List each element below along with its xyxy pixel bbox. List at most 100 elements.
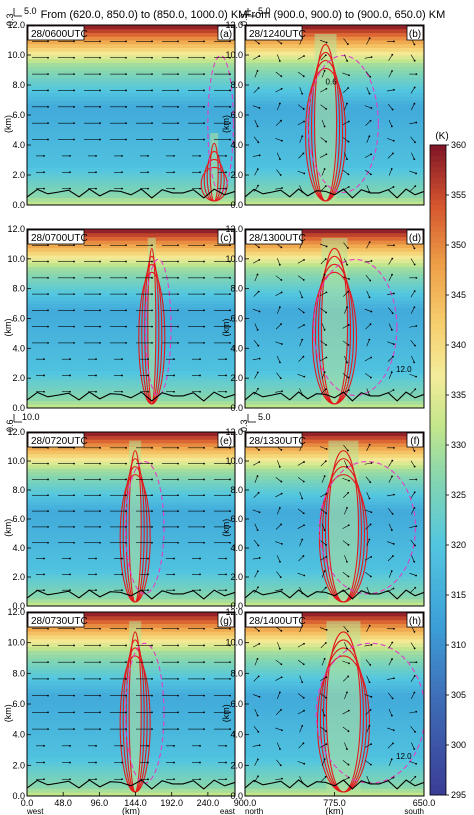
y-tick-label: 6.0 — [230, 110, 243, 120]
svg-text:5.0: 5.0 — [258, 6, 271, 16]
panel-tag: (b) — [409, 29, 421, 40]
y-tick-label: 0.0 — [230, 403, 243, 413]
y-tick-label: 12.0 — [225, 224, 243, 234]
panel-tag: (d) — [409, 233, 421, 244]
ref-vector-row1-right: 0.3 5.0 — [239, 6, 271, 26]
y-axis-label: (km) — [3, 704, 13, 722]
colorbar-tick-label: 295 — [451, 790, 466, 800]
colorbar-tick-label: 310 — [451, 640, 466, 650]
x-tick-label: 775.0 — [323, 798, 346, 808]
y-tick-label: 10.0 — [225, 456, 243, 466]
colorbar: 295 300 305 310 315 320 325 330 335 340 345 350 355 3… — [429, 131, 466, 800]
y-tick-label: 0.0 — [230, 791, 243, 801]
svg-text:5.0: 5.0 — [258, 412, 271, 422]
colorbar-tick-label: 330 — [451, 440, 466, 450]
y-tick-label: 0.0 — [12, 601, 25, 611]
y-tick-label: 2.0 — [230, 170, 243, 180]
reference-vectors: 0.3 5.0 0.3 5.0 0.6 10.0 0.3 5.0 — [5, 6, 271, 432]
colorbar-unit: (K) — [435, 131, 448, 142]
x-axis-label: (km) — [122, 806, 140, 815]
panel-b: 28/1240UTC (b) 0.6 — [244, 24, 425, 206]
y-tick-label: 4.0 — [230, 730, 243, 740]
x-tick-label: 240.0 — [197, 798, 220, 808]
y-tick-label: 6.0 — [230, 314, 243, 324]
y-tick-label: 10.0 — [7, 50, 25, 60]
ref-vector-row1-left: 0.3 5.0 — [5, 6, 37, 26]
panel-a: 28/0600UTC (a) — [26, 24, 236, 206]
panel-d: 28/1300UTC (d) 12.0 — [244, 228, 425, 409]
y-tick-label: 8.0 — [230, 668, 243, 678]
colorbar-tick-label: 300 — [451, 740, 466, 750]
y-tick-label: 0.0 — [12, 403, 25, 413]
y-tick-label: 4.0 — [230, 543, 243, 553]
panel-time-label: 28/1330UTC — [249, 436, 306, 447]
y-tick-label: 12.0 — [225, 607, 243, 617]
svg-text:0.3: 0.3 — [5, 13, 15, 26]
colorbar-tick-label: 345 — [451, 290, 466, 300]
colorbar-tick-label: 360 — [451, 140, 466, 150]
y-tick-label: 2.0 — [230, 760, 243, 770]
y-tick-label: 8.0 — [12, 284, 25, 294]
y-tick-label: 8.0 — [230, 80, 243, 90]
svg-text:0.3: 0.3 — [239, 419, 249, 432]
colorbar-tick-label: 350 — [451, 240, 466, 250]
panel-annotation: 12.0 — [396, 752, 412, 761]
y-tick-label: 12.0 — [7, 427, 25, 437]
panels: 28/0600UTC (a) 28/1240UTC (b) 0.6 28/0700UTC (… — [26, 24, 425, 797]
colorbar-tick-label: 325 — [451, 490, 466, 500]
y-tick-label: 8.0 — [230, 284, 243, 294]
colorbar-tick-label: 320 — [451, 540, 466, 550]
panel-time-label: 28/0700UTC — [31, 233, 88, 244]
y-tick-label: 4.0 — [230, 140, 243, 150]
y-tick-label: 10.0 — [225, 638, 243, 648]
x-start-label: west — [26, 807, 44, 815]
colorbar-tick-label: 340 — [451, 340, 466, 350]
y-tick-label: 10.0 — [225, 50, 243, 60]
panel-h: 28/1400UTC (h) 12.0 — [244, 611, 425, 797]
y-axis-label: (km) — [221, 519, 231, 537]
panel-time-label: 28/1240UTC — [249, 29, 306, 40]
y-tick-label: 0.0 — [230, 601, 243, 611]
panel-c: 28/0700UTC (c) — [26, 228, 236, 409]
y-tick-label: 6.0 — [230, 514, 243, 524]
x-tick-label: 900.0 — [234, 798, 257, 808]
svg-text:5.0: 5.0 — [24, 6, 37, 16]
panel-time-label: 28/0720UTC — [31, 436, 88, 447]
y-tick-label: 10.0 — [7, 254, 25, 264]
x-tick-label: 144.0 — [124, 798, 147, 808]
panel-g: 28/0730UTC (g) — [26, 611, 236, 797]
x-end-label: south — [404, 807, 424, 815]
colorbar-tick-label: 355 — [451, 190, 466, 200]
y-tick-label: 4.0 — [12, 140, 25, 150]
y-tick-label: 6.0 — [230, 699, 243, 709]
panel-tag: (e) — [220, 436, 232, 447]
panel-tag: (a) — [220, 29, 232, 40]
panel-e: 28/0720UTC (e) — [26, 431, 236, 607]
panel-tag: (c) — [220, 233, 232, 244]
y-tick-label: 2.0 — [12, 170, 25, 180]
y-tick-label: 4.0 — [230, 343, 243, 353]
ref-vector-row3-right: 0.3 5.0 — [239, 412, 271, 432]
x-end-label: east — [220, 807, 236, 815]
axes: 0.0 2.0 4.0 6.0 8.0 10.0 12.0 (km) 0.0 2.0 4.0 6.0 8… — [3, 20, 435, 815]
svg-text:10.0: 10.0 — [22, 412, 40, 422]
panel-time-label: 28/0600UTC — [31, 29, 88, 40]
ref-vector-row3-left: 0.6 10.0 — [5, 412, 40, 432]
x-tick-label: 0.0 — [21, 798, 34, 808]
x-tick-label: 650.0 — [413, 798, 436, 808]
y-axis-label: (km) — [3, 519, 13, 537]
y-axis-label: (km) — [221, 704, 231, 722]
y-tick-label: 2.0 — [12, 373, 25, 383]
colorbar-tick-label: 315 — [451, 590, 466, 600]
y-axis-label: (km) — [3, 115, 13, 133]
y-tick-label: 8.0 — [230, 485, 243, 495]
panel-annotation: 0.6 — [326, 77, 338, 86]
y-tick-label: 10.0 — [7, 638, 25, 648]
y-tick-label: 10.0 — [7, 456, 25, 466]
y-tick-label: 6.0 — [12, 699, 25, 709]
svg-text:0.3: 0.3 — [239, 13, 249, 26]
panel-tag: (f) — [410, 436, 419, 447]
y-tick-label: 8.0 — [12, 80, 25, 90]
y-axis-label: (km) — [221, 115, 231, 133]
